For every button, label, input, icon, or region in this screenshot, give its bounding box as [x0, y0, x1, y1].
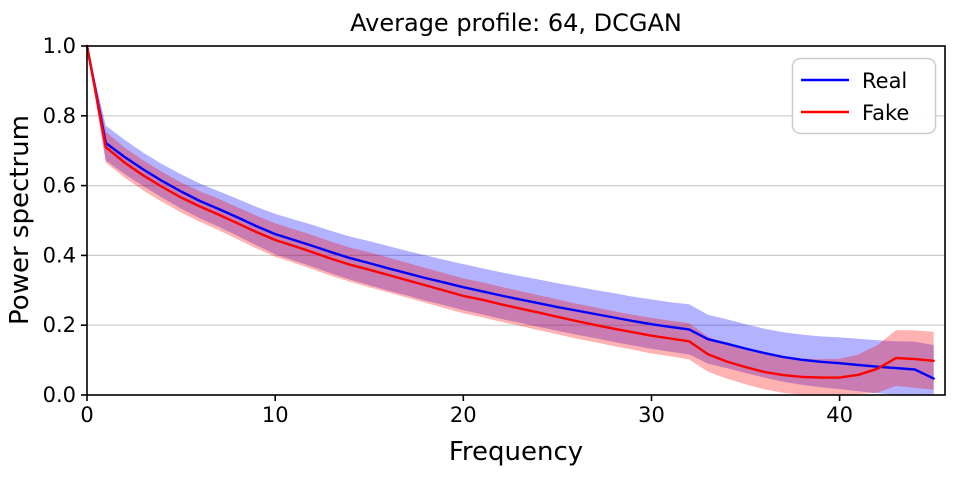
- line-layer: [85, 44, 935, 380]
- series-band-fake: [87, 46, 934, 395]
- axis-layer: 0 10 20 30 40 0.0 0.2 0.4 0.6 0.8 1.0: [43, 34, 853, 427]
- series-line-fake: [85, 44, 935, 379]
- x-tick-label: 20: [450, 403, 477, 427]
- band-layer: [87, 46, 934, 395]
- series-band-real: [87, 46, 934, 395]
- x-axis-label: Frequency: [449, 437, 583, 467]
- y-tick-label: 0.6: [43, 174, 76, 198]
- y-tick-label: 0.4: [43, 243, 76, 267]
- legend-box: [791, 57, 937, 135]
- legend-real-label: Real: [862, 69, 907, 93]
- legend-fake-label: Fake: [862, 101, 909, 125]
- x-tick-label: 0: [80, 403, 93, 427]
- series-line-real: [85, 44, 935, 380]
- plot-border: [86, 45, 946, 396]
- x-tick-label: 30: [638, 403, 665, 427]
- grid-layer: [87, 115, 945, 326]
- y-tick-label: 0.8: [43, 104, 76, 128]
- chart-title: Average profile: 64, DCGAN: [350, 9, 682, 37]
- x-tick-label: 40: [826, 403, 853, 427]
- y-axis-label: Power spectrum: [5, 115, 35, 325]
- y-tick-label: 0.2: [43, 313, 76, 337]
- y-tick-label: 0.0: [43, 383, 76, 407]
- legend: Real Fake: [791, 57, 937, 135]
- x-tick-label: 10: [262, 403, 289, 427]
- y-tick-label: 1.0: [43, 34, 76, 58]
